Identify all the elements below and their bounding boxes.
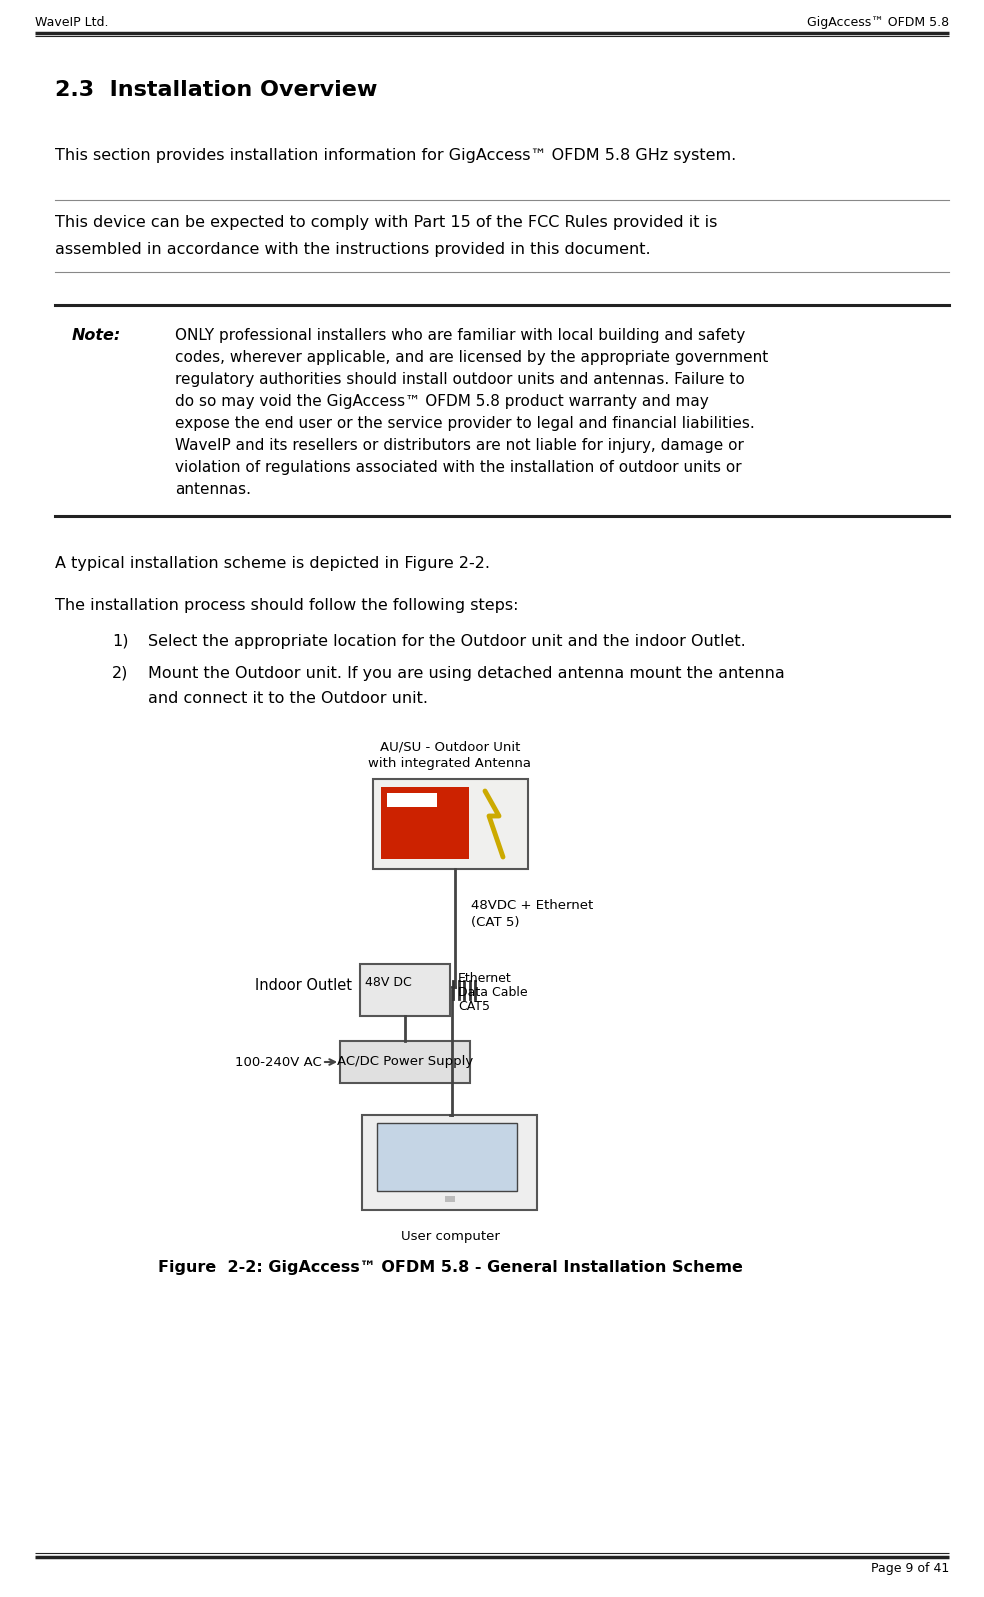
Text: This section provides installation information for GigAccess™ OFDM 5.8 GHz syste: This section provides installation infor… bbox=[55, 149, 736, 163]
Bar bbox=[387, 794, 437, 806]
Text: expose the end user or the service provider to legal and financial liabilities.: expose the end user or the service provi… bbox=[175, 415, 755, 431]
Text: Note:: Note: bbox=[72, 327, 121, 343]
Text: Figure  2-2: GigAccess™ OFDM 5.8 - General Installation Scheme: Figure 2-2: GigAccess™ OFDM 5.8 - Genera… bbox=[157, 1260, 743, 1274]
Text: Indoor Outlet: Indoor Outlet bbox=[255, 979, 352, 993]
Bar bbox=[381, 787, 469, 859]
Text: AC/DC Power Supply: AC/DC Power Supply bbox=[337, 1056, 473, 1068]
Text: do so may void the GigAccess™ OFDM 5.8 product warranty and may: do so may void the GigAccess™ OFDM 5.8 p… bbox=[175, 394, 708, 409]
Text: 2.3  Installation Overview: 2.3 Installation Overview bbox=[55, 80, 378, 101]
Text: 2): 2) bbox=[112, 666, 128, 680]
Text: 48V DC: 48V DC bbox=[365, 976, 411, 989]
Text: The installation process should follow the following steps:: The installation process should follow t… bbox=[55, 597, 519, 613]
Text: codes, wherever applicable, and are licensed by the appropriate government: codes, wherever applicable, and are lice… bbox=[175, 350, 769, 366]
Text: with integrated Antenna: with integrated Antenna bbox=[368, 757, 531, 770]
Text: This device can be expected to comply with Part 15 of the FCC Rules provided it : This device can be expected to comply wi… bbox=[55, 216, 717, 230]
Text: WaveIP and its resellers or distributors are not liable for injury, damage or: WaveIP and its resellers or distributors… bbox=[175, 438, 744, 454]
Text: (CAT 5): (CAT 5) bbox=[471, 917, 520, 929]
Bar bbox=[340, 1041, 470, 1083]
Bar bbox=[445, 1196, 455, 1203]
Text: Select the appropriate location for the Outdoor unit and the indoor Outlet.: Select the appropriate location for the … bbox=[148, 634, 746, 648]
Bar bbox=[377, 1123, 517, 1191]
Text: Mount the Outdoor unit. If you are using detached antenna mount the antenna: Mount the Outdoor unit. If you are using… bbox=[148, 666, 785, 680]
Text: CAT5: CAT5 bbox=[458, 1000, 490, 1012]
Text: Ethernet: Ethernet bbox=[458, 973, 512, 985]
Text: antennas.: antennas. bbox=[175, 482, 251, 497]
Text: ONLY professional installers who are familiar with local building and safety: ONLY professional installers who are fam… bbox=[175, 327, 745, 343]
Text: AU/SU - Outdoor Unit: AU/SU - Outdoor Unit bbox=[380, 741, 521, 754]
Text: A typical installation scheme is depicted in Figure 2-2.: A typical installation scheme is depicte… bbox=[55, 556, 490, 572]
Bar bbox=[362, 1115, 537, 1211]
Text: User computer: User computer bbox=[400, 1230, 500, 1242]
Text: Page 9 of 41: Page 9 of 41 bbox=[871, 1562, 949, 1575]
Text: 100-240V AC: 100-240V AC bbox=[235, 1056, 322, 1068]
Text: violation of regulations associated with the installation of outdoor units or: violation of regulations associated with… bbox=[175, 460, 742, 474]
Text: assembled in accordance with the instructions provided in this document.: assembled in accordance with the instruc… bbox=[55, 243, 650, 257]
Text: 1): 1) bbox=[112, 634, 129, 648]
Text: Data Cable: Data Cable bbox=[458, 985, 527, 1000]
Text: WaveIP Ltd.: WaveIP Ltd. bbox=[35, 16, 108, 29]
Text: and connect it to the Outdoor unit.: and connect it to the Outdoor unit. bbox=[148, 692, 428, 706]
Bar bbox=[360, 965, 450, 1016]
Text: 48VDC + Ethernet: 48VDC + Ethernet bbox=[471, 899, 593, 912]
Text: regulatory authorities should install outdoor units and antennas. Failure to: regulatory authorities should install ou… bbox=[175, 372, 745, 386]
Text: GigAccess™ OFDM 5.8: GigAccess™ OFDM 5.8 bbox=[807, 16, 949, 29]
Bar bbox=[373, 779, 528, 869]
